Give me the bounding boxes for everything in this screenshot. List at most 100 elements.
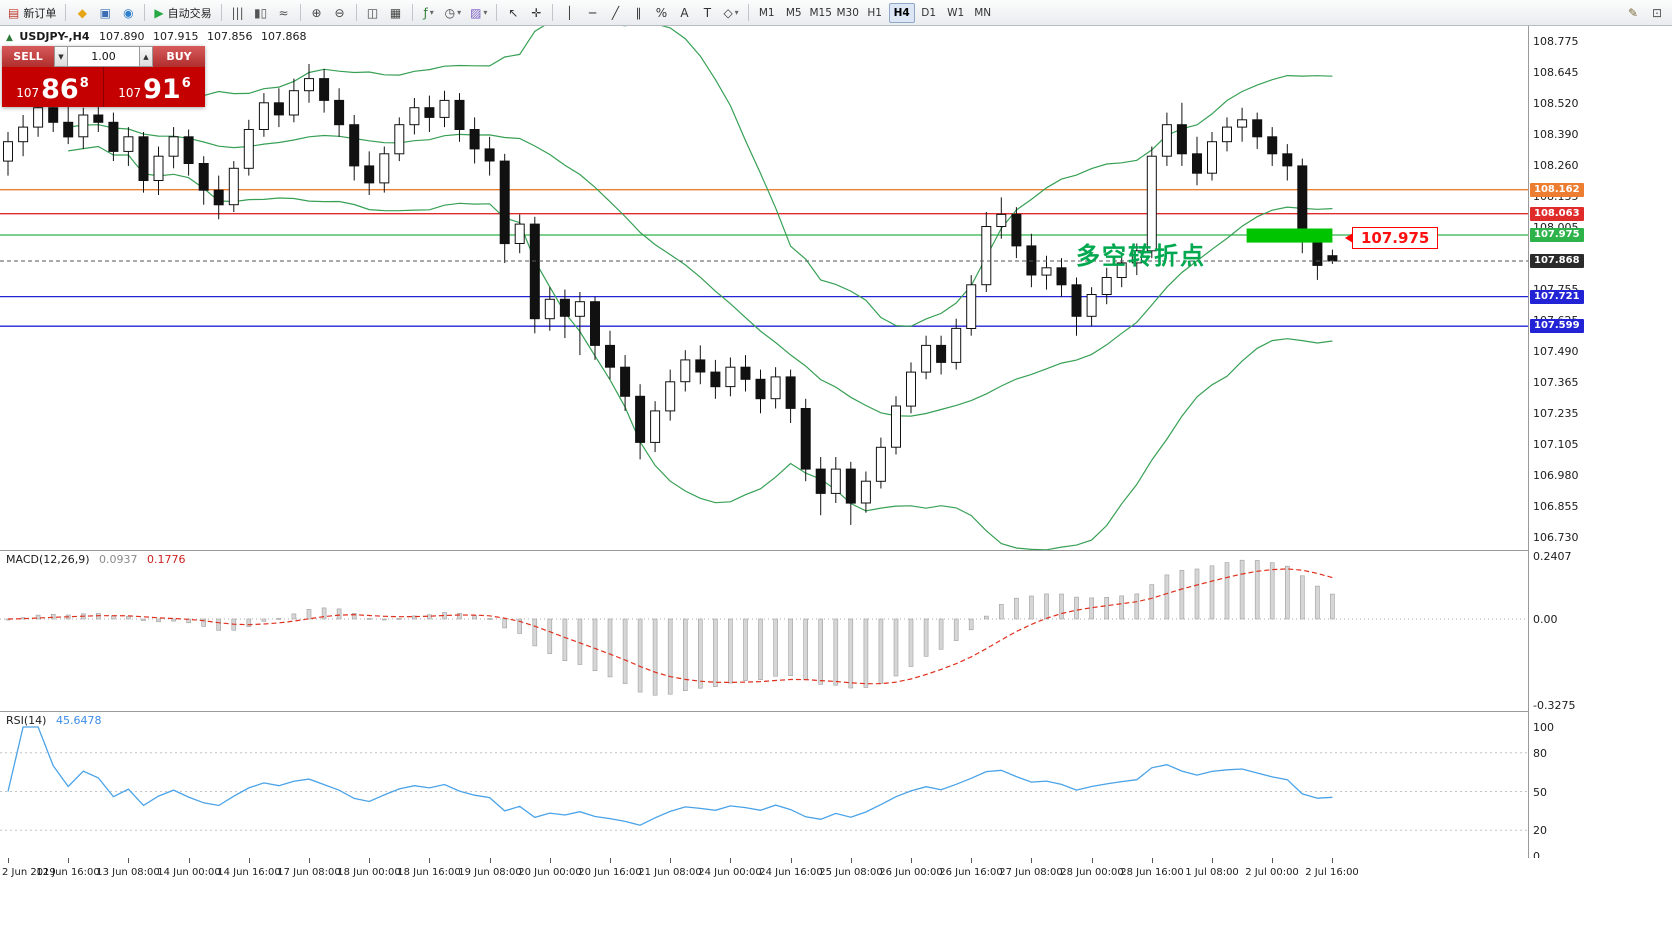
macd-bar [938, 618, 944, 650]
candle-body [514, 223, 525, 245]
macd-bar [1254, 560, 1260, 620]
buy-price-display[interactable]: 107 91 6 [104, 67, 205, 107]
candle-body [921, 344, 932, 373]
macd-bar [306, 609, 312, 620]
macd-bar [261, 618, 267, 622]
market-watch-icon[interactable]: ◉ [117, 2, 139, 23]
vertical-line-button[interactable]: │ [558, 2, 580, 23]
price-axis-tick: 107.490 [1533, 345, 1579, 358]
timeframe-button-m5[interactable]: M5 [785, 6, 802, 19]
main-chart[interactable]: ▲ USDJPY-,H4 107.890 107.915 107.856 107… [0, 26, 1528, 550]
macd-bar [833, 618, 839, 686]
arrows-button[interactable]: ◇ ▾ [719, 2, 742, 23]
ohlc-high: 107.915 [153, 30, 199, 43]
cursor-button[interactable]: ↖ [502, 2, 524, 23]
macd-bar [412, 615, 417, 620]
tile-windows-button[interactable]: ◫ [362, 2, 384, 23]
autotrading-button[interactable]: ▶ 自动交易 [150, 2, 215, 23]
rsi-axis-tick: 0 [1533, 850, 1540, 863]
mql5-community-icon-icon: ◆ [77, 5, 87, 20]
timeframe-button-h1[interactable]: H1 [867, 6, 882, 19]
timeframe-button-m30[interactable]: M30 [836, 6, 859, 19]
candle-body [499, 160, 510, 245]
candle-body [304, 78, 314, 92]
chart-workspace[interactable]: ▲ USDJPY-,H4 107.890 107.915 107.856 107… [0, 26, 1672, 945]
volume-input[interactable]: 1.00 [68, 46, 139, 67]
line-chart-mode-icon: ≈ [278, 5, 289, 20]
candle-body [1327, 255, 1338, 262]
candlestick-mode-button[interactable]: ▮▯ [250, 2, 272, 23]
line-chart-mode-button[interactable]: ≈ [273, 2, 295, 23]
macd-bar [487, 618, 492, 620]
candle-body [439, 99, 450, 118]
macd-bar [1104, 596, 1109, 620]
timeframe-button-d1[interactable]: D1 [921, 6, 937, 19]
chat-icon[interactable]: ⊡ [1646, 2, 1668, 23]
toolbar-right-group: ✎ ⊡ [1622, 2, 1668, 23]
symbol-period: USDJPY-,H4 [19, 30, 90, 43]
time-axis-label: 27 Jun 08:00 [999, 867, 1063, 878]
chat-icon: ⊡ [1651, 5, 1663, 20]
chart-window-icon[interactable]: ▣ [94, 2, 116, 23]
timeframe-button-w1[interactable]: W1 [947, 6, 965, 19]
panel-separator[interactable] [0, 550, 1672, 551]
equidistant-channel-button[interactable]: ∥ [627, 2, 649, 23]
time-axis[interactable]: 2 Jun 2019 12 Jun 16:00 13 Jun 08:00 14 Jun… [0, 858, 1672, 945]
buy-button[interactable]: BUY [153, 46, 205, 67]
rsi-panel[interactable]: RSI(14) 45.6478 [0, 711, 1528, 858]
mql5-community-icon[interactable]: ◆ [71, 2, 93, 23]
cascade-windows-button[interactable]: ▦ [385, 2, 407, 23]
rsi-line [7, 726, 1333, 826]
chart-header: ▲ USDJPY-,H4 107.890 107.915 107.856 107… [6, 30, 312, 43]
time-axis-tick [1332, 858, 1333, 863]
text-label-button[interactable]: T [696, 2, 718, 23]
templates-button[interactable]: ▨ ▾ [466, 2, 491, 23]
crosshair-button[interactable]: ✛ [525, 2, 547, 23]
candle-body [123, 136, 134, 152]
candle-body [770, 376, 781, 400]
zoom-in-button[interactable]: ⊕ [306, 2, 328, 23]
price-axis-tick: 106.855 [1533, 500, 1579, 513]
volume-up-stepper[interactable]: ▲ [139, 46, 153, 67]
candle-body [48, 107, 59, 123]
new-order-button[interactable]: ▤ 新订单 [4, 2, 60, 23]
indicators-button[interactable]: ƒ ▾ [418, 2, 440, 23]
timeframe-button-m1[interactable]: M1 [758, 6, 775, 19]
timeframe-button-mn[interactable]: MN [974, 6, 992, 19]
time-axis-label: 19 Jun 08:00 [458, 867, 522, 878]
fibonacci-button[interactable]: % [650, 2, 672, 23]
candle-body [484, 148, 495, 162]
candle-body [1041, 267, 1052, 276]
time-axis-tick [610, 858, 611, 863]
macd-bar [1194, 568, 1200, 620]
buy-price-figure: 107 [118, 86, 142, 100]
toolbar-separator [496, 4, 498, 21]
autotrading-icon: ▶ [154, 5, 164, 20]
sell-price-display[interactable]: 107 86 8 [2, 67, 104, 107]
macd-bar [1119, 595, 1124, 620]
macd-panel[interactable]: MACD(12,26,9) 0.0937 0.1776 [0, 550, 1528, 711]
zoom-out-icon: ⊖ [334, 5, 345, 20]
time-axis-label: 25 Jun 08:00 [819, 867, 883, 878]
bar-chart-mode-button[interactable]: ||| [227, 2, 249, 23]
price-axis[interactable]: 108.775 108.645 108.520 108.390 108.260 108.1… [1529, 26, 1672, 945]
macd-bar [863, 618, 869, 688]
bollinger-band [68, 124, 1333, 417]
text-button[interactable]: A [673, 2, 695, 23]
macd-bar [713, 618, 718, 687]
candle-body [409, 107, 420, 126]
zoom-out-button[interactable]: ⊖ [329, 2, 351, 23]
macd-bar [1224, 562, 1230, 620]
candle-body [138, 136, 149, 182]
sell-button[interactable]: SELL [2, 46, 54, 67]
timeframe-button-m15[interactable]: M15 [809, 6, 832, 19]
horizontal-line-button[interactable]: ─ [581, 2, 603, 23]
time-axis-tick [8, 858, 9, 863]
periods-button[interactable]: ◷ ▾ [441, 2, 466, 23]
volume-down-stepper[interactable]: ▼ [54, 46, 68, 67]
panel-separator[interactable] [0, 711, 1672, 712]
trendline-button[interactable]: ╱ [604, 2, 626, 23]
pencil-icon[interactable]: ✎ [1622, 2, 1644, 23]
candle-body [1146, 155, 1157, 252]
timeframe-button-h4[interactable]: H4 [888, 2, 915, 23]
